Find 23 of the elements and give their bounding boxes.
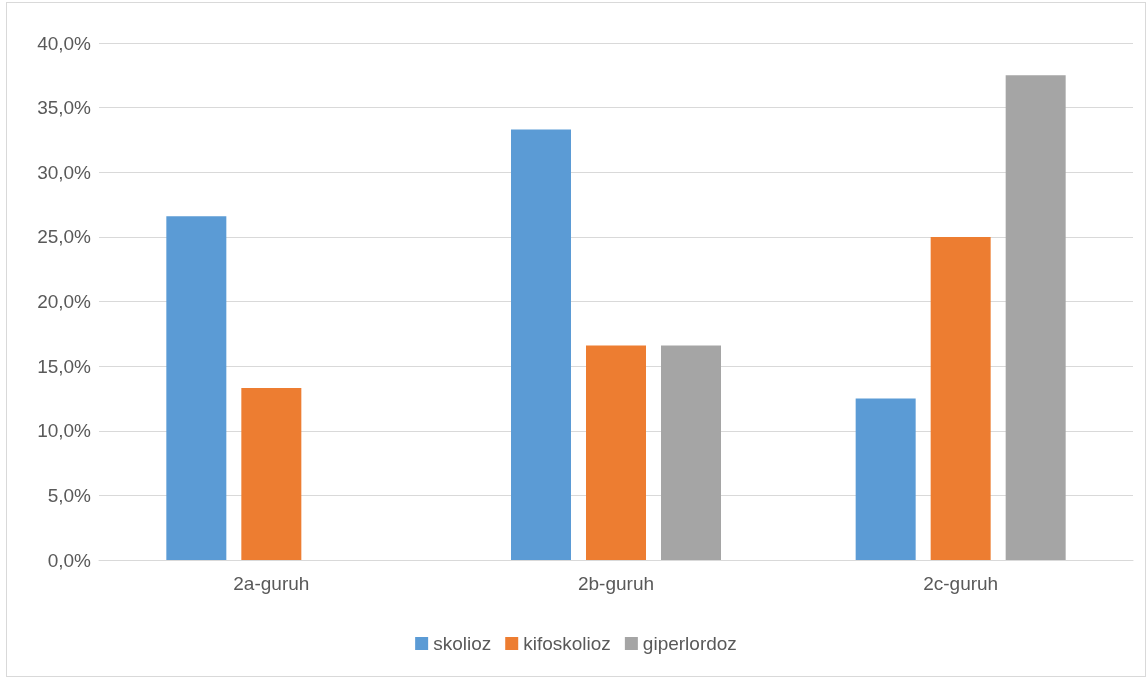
legend-label: skolioz (433, 633, 492, 654)
legend-label: kifoskolioz (523, 633, 611, 654)
x-tick-label: 2b-guruh (577, 573, 655, 594)
bar (855, 398, 916, 560)
x-tick-label: 2c-guruh (923, 573, 999, 594)
y-tick-label: 25,0% (37, 226, 92, 248)
y-tick-label: 0,0% (47, 549, 92, 571)
y-tick-label: 15,0% (37, 355, 92, 377)
bar (166, 216, 227, 560)
y-tick-label: 35,0% (37, 97, 92, 119)
bar (511, 129, 571, 560)
legend-label: giperlordoz (642, 633, 737, 654)
y-tick-label: 10,0% (37, 420, 92, 442)
y-tick-label: 40,0% (37, 32, 92, 54)
bar (1005, 75, 1066, 560)
y-tick-label: 5,0% (47, 484, 92, 506)
y-tick-label: 20,0% (37, 291, 92, 312)
bar (930, 236, 991, 560)
bar (661, 345, 721, 560)
x-tick-label: 2a-guruh (233, 573, 310, 594)
y-tick-label: 30,0% (37, 161, 92, 183)
bar (586, 345, 646, 560)
bar (241, 388, 302, 560)
